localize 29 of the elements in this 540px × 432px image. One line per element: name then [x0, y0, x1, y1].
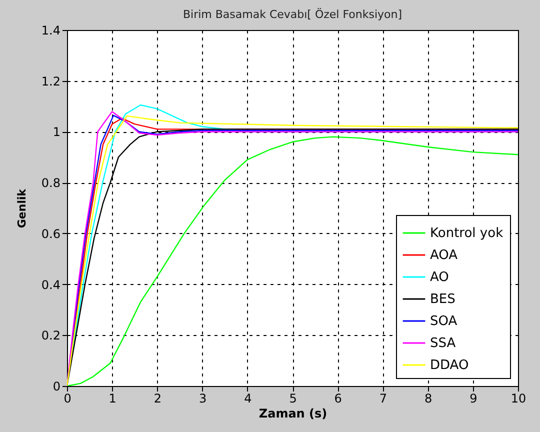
y-tick-label: 0.8	[41, 176, 60, 190]
legend-label: SOA	[430, 314, 458, 329]
legend-label: DDAO	[430, 358, 469, 373]
x-tick-label: 3	[198, 392, 207, 406]
y-tick-label: 1.4	[41, 24, 60, 38]
y-tick-label: 1	[52, 125, 60, 140]
legend-label: SSA	[430, 336, 456, 351]
chart-title: Birim Basamak Cevabı[ Özel Fonksiyon]	[182, 7, 402, 21]
legend-label: Kontrol yok	[430, 226, 504, 241]
y-tick-label: 1.2	[41, 74, 60, 88]
x-tick-label: 0	[64, 392, 72, 406]
y-tick-label: 0	[52, 380, 60, 394]
x-tick-label: 8	[424, 392, 432, 406]
legend-label: AO	[430, 270, 449, 285]
y-tick-label: 0.2	[41, 328, 60, 343]
x-tick-label: 10	[510, 392, 526, 406]
x-tick-label: 4	[244, 392, 252, 406]
x-tick-label: 2	[154, 392, 162, 406]
x-tick-label: 6	[334, 392, 342, 406]
x-tick-label: 9	[470, 392, 478, 406]
x-tick-label: 5	[289, 392, 297, 406]
x-axis-title: Zaman (s)	[258, 406, 328, 420]
legend-label: AOA	[430, 248, 458, 263]
y-tick-label: 0.4	[41, 278, 60, 292]
x-tick-label: 7	[379, 392, 388, 406]
legend-label: BES	[430, 292, 456, 307]
y-axis-title: Genlik	[15, 188, 28, 228]
x-tick-label: 1	[108, 392, 116, 406]
y-tick-label: 0.6	[41, 226, 60, 241]
